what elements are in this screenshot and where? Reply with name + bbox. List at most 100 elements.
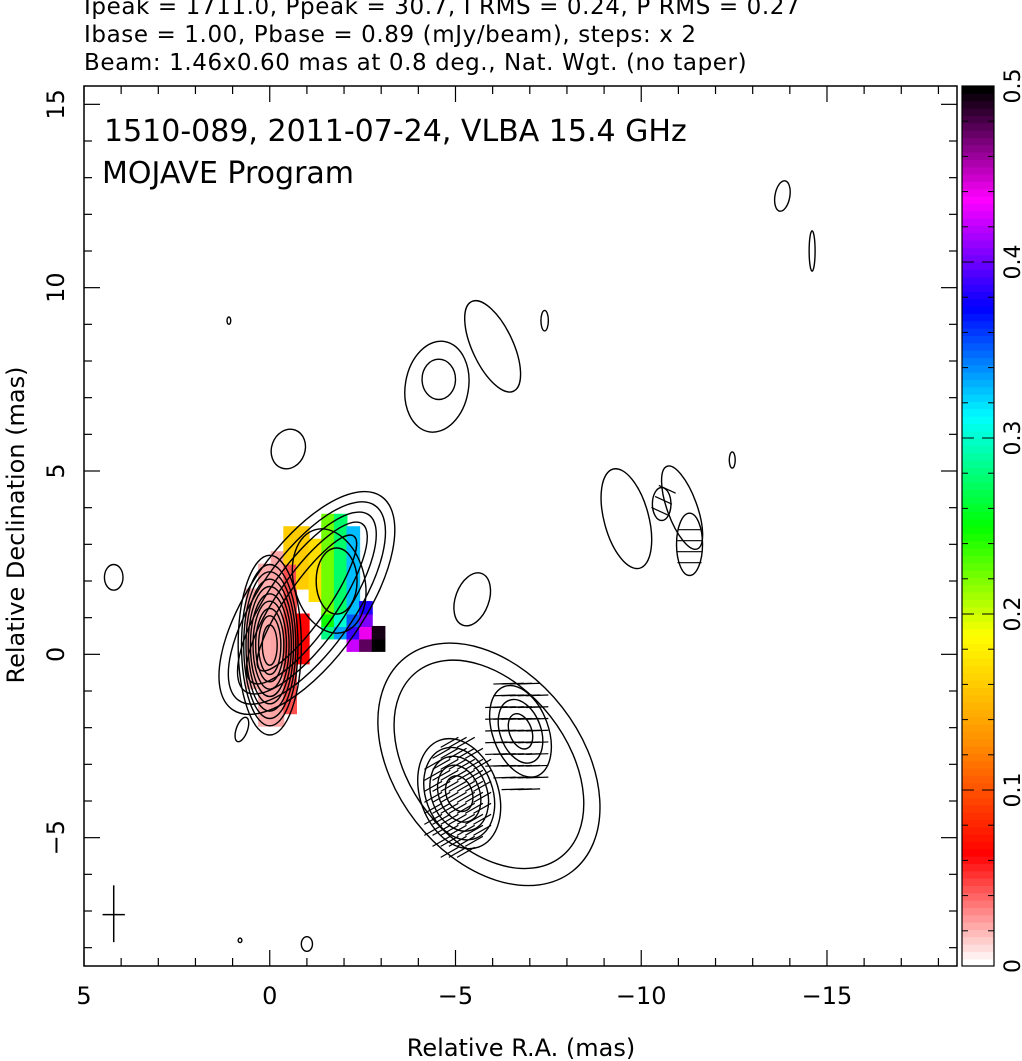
contour — [651, 486, 672, 522]
colorbar-band — [962, 137, 994, 146]
pol-vector — [456, 824, 476, 836]
colorbar-band — [962, 753, 994, 762]
colorbar-band — [962, 672, 994, 681]
contour — [254, 607, 285, 683]
fill-cell — [295, 551, 310, 565]
y-tick-label: 15 — [42, 89, 70, 120]
colorbar-band — [962, 599, 994, 608]
colorbar-band — [962, 577, 994, 586]
x-tick-label: 0 — [262, 982, 277, 1010]
fill-cell — [359, 613, 373, 627]
contour — [393, 659, 585, 870]
colorbar-band — [962, 694, 994, 703]
pol-vector — [526, 706, 549, 709]
pol-vector — [526, 729, 549, 732]
contour — [600, 468, 653, 570]
colorbar-band — [962, 548, 994, 556]
x-tick-label: 5 — [76, 982, 91, 1010]
intensity-contours — [103, 180, 816, 953]
pol-vector — [432, 780, 451, 792]
pol-vector — [432, 791, 451, 803]
colorbar-band — [962, 335, 994, 344]
pol-vector — [440, 802, 459, 814]
header-line-2: Ibase = 1.00, Pbase = 0.89 (mJy/beam), s… — [84, 22, 697, 48]
pol-vector — [440, 736, 459, 748]
pol-vector — [464, 769, 484, 781]
pol-vector — [456, 747, 476, 759]
colorbar-band — [962, 496, 994, 505]
contour — [245, 521, 368, 685]
x-tick-label: −10 — [616, 982, 667, 1010]
colorbar-band — [962, 320, 994, 329]
y-tick-label: −5 — [42, 820, 70, 855]
colorbar-band — [962, 606, 994, 615]
colorbar-band — [962, 467, 994, 476]
colorbar-band — [962, 342, 994, 351]
colorbar-band — [962, 401, 994, 410]
pol-vector — [526, 741, 549, 744]
pol-vector — [473, 769, 492, 781]
pol-vector — [432, 747, 451, 759]
contour — [291, 528, 367, 634]
colorbar-band — [962, 936, 994, 945]
pol-vector — [651, 506, 669, 516]
fill-cell — [283, 538, 297, 553]
beam-marker — [102, 885, 125, 943]
contour — [728, 451, 736, 469]
pol-vector — [432, 813, 451, 825]
fill-cell — [371, 625, 386, 640]
fill-cell — [321, 563, 335, 578]
contour — [240, 563, 299, 727]
x-tick-label: −5 — [438, 982, 473, 1010]
contour — [103, 563, 124, 591]
colorbar-band — [962, 130, 994, 138]
contour — [237, 937, 243, 944]
pol-vector — [448, 813, 467, 825]
contour — [234, 716, 250, 743]
y-tick-label: 10 — [42, 272, 70, 303]
pol-vector — [456, 791, 476, 803]
contour — [417, 737, 502, 850]
colorbar-band — [962, 357, 994, 366]
pol-vector — [526, 694, 549, 697]
pol-vector — [526, 753, 549, 756]
pol-vector — [658, 484, 676, 494]
colorbar-band — [962, 709, 994, 718]
pol-vector — [424, 791, 443, 803]
colorbar-band — [962, 240, 994, 248]
pol-vector — [464, 791, 484, 803]
contour — [488, 684, 553, 778]
fill-cell — [359, 625, 373, 640]
colorbar-band — [962, 511, 994, 520]
fill-cell — [295, 576, 310, 590]
fill-cell — [308, 563, 323, 578]
colorbar-band — [962, 775, 994, 784]
pol-vector — [456, 769, 476, 781]
contour — [218, 490, 396, 716]
colorbar-band — [962, 108, 994, 116]
fill-cell — [308, 538, 323, 553]
contour — [236, 511, 377, 695]
pol-vector — [464, 824, 484, 836]
colorbar-band — [962, 658, 994, 666]
pol-vector — [456, 802, 476, 814]
pol-vector — [424, 769, 443, 781]
colorbar-band — [962, 93, 994, 102]
colorbar-band — [962, 878, 994, 886]
colorbar-band — [962, 218, 994, 226]
colorbar-band — [962, 474, 994, 483]
colorbar-band — [962, 504, 994, 512]
pol-vector — [456, 758, 476, 770]
polarization-vectors — [424, 484, 702, 858]
contour — [436, 764, 482, 823]
fill-cell — [258, 601, 272, 615]
fill-cell — [295, 563, 310, 578]
pol-vector — [456, 846, 476, 858]
colorbar-band — [962, 863, 994, 872]
pol-vector — [440, 835, 459, 847]
colorbar-band — [962, 540, 994, 549]
contour — [421, 358, 457, 401]
contour — [453, 572, 492, 627]
colorbar-band — [962, 555, 994, 564]
